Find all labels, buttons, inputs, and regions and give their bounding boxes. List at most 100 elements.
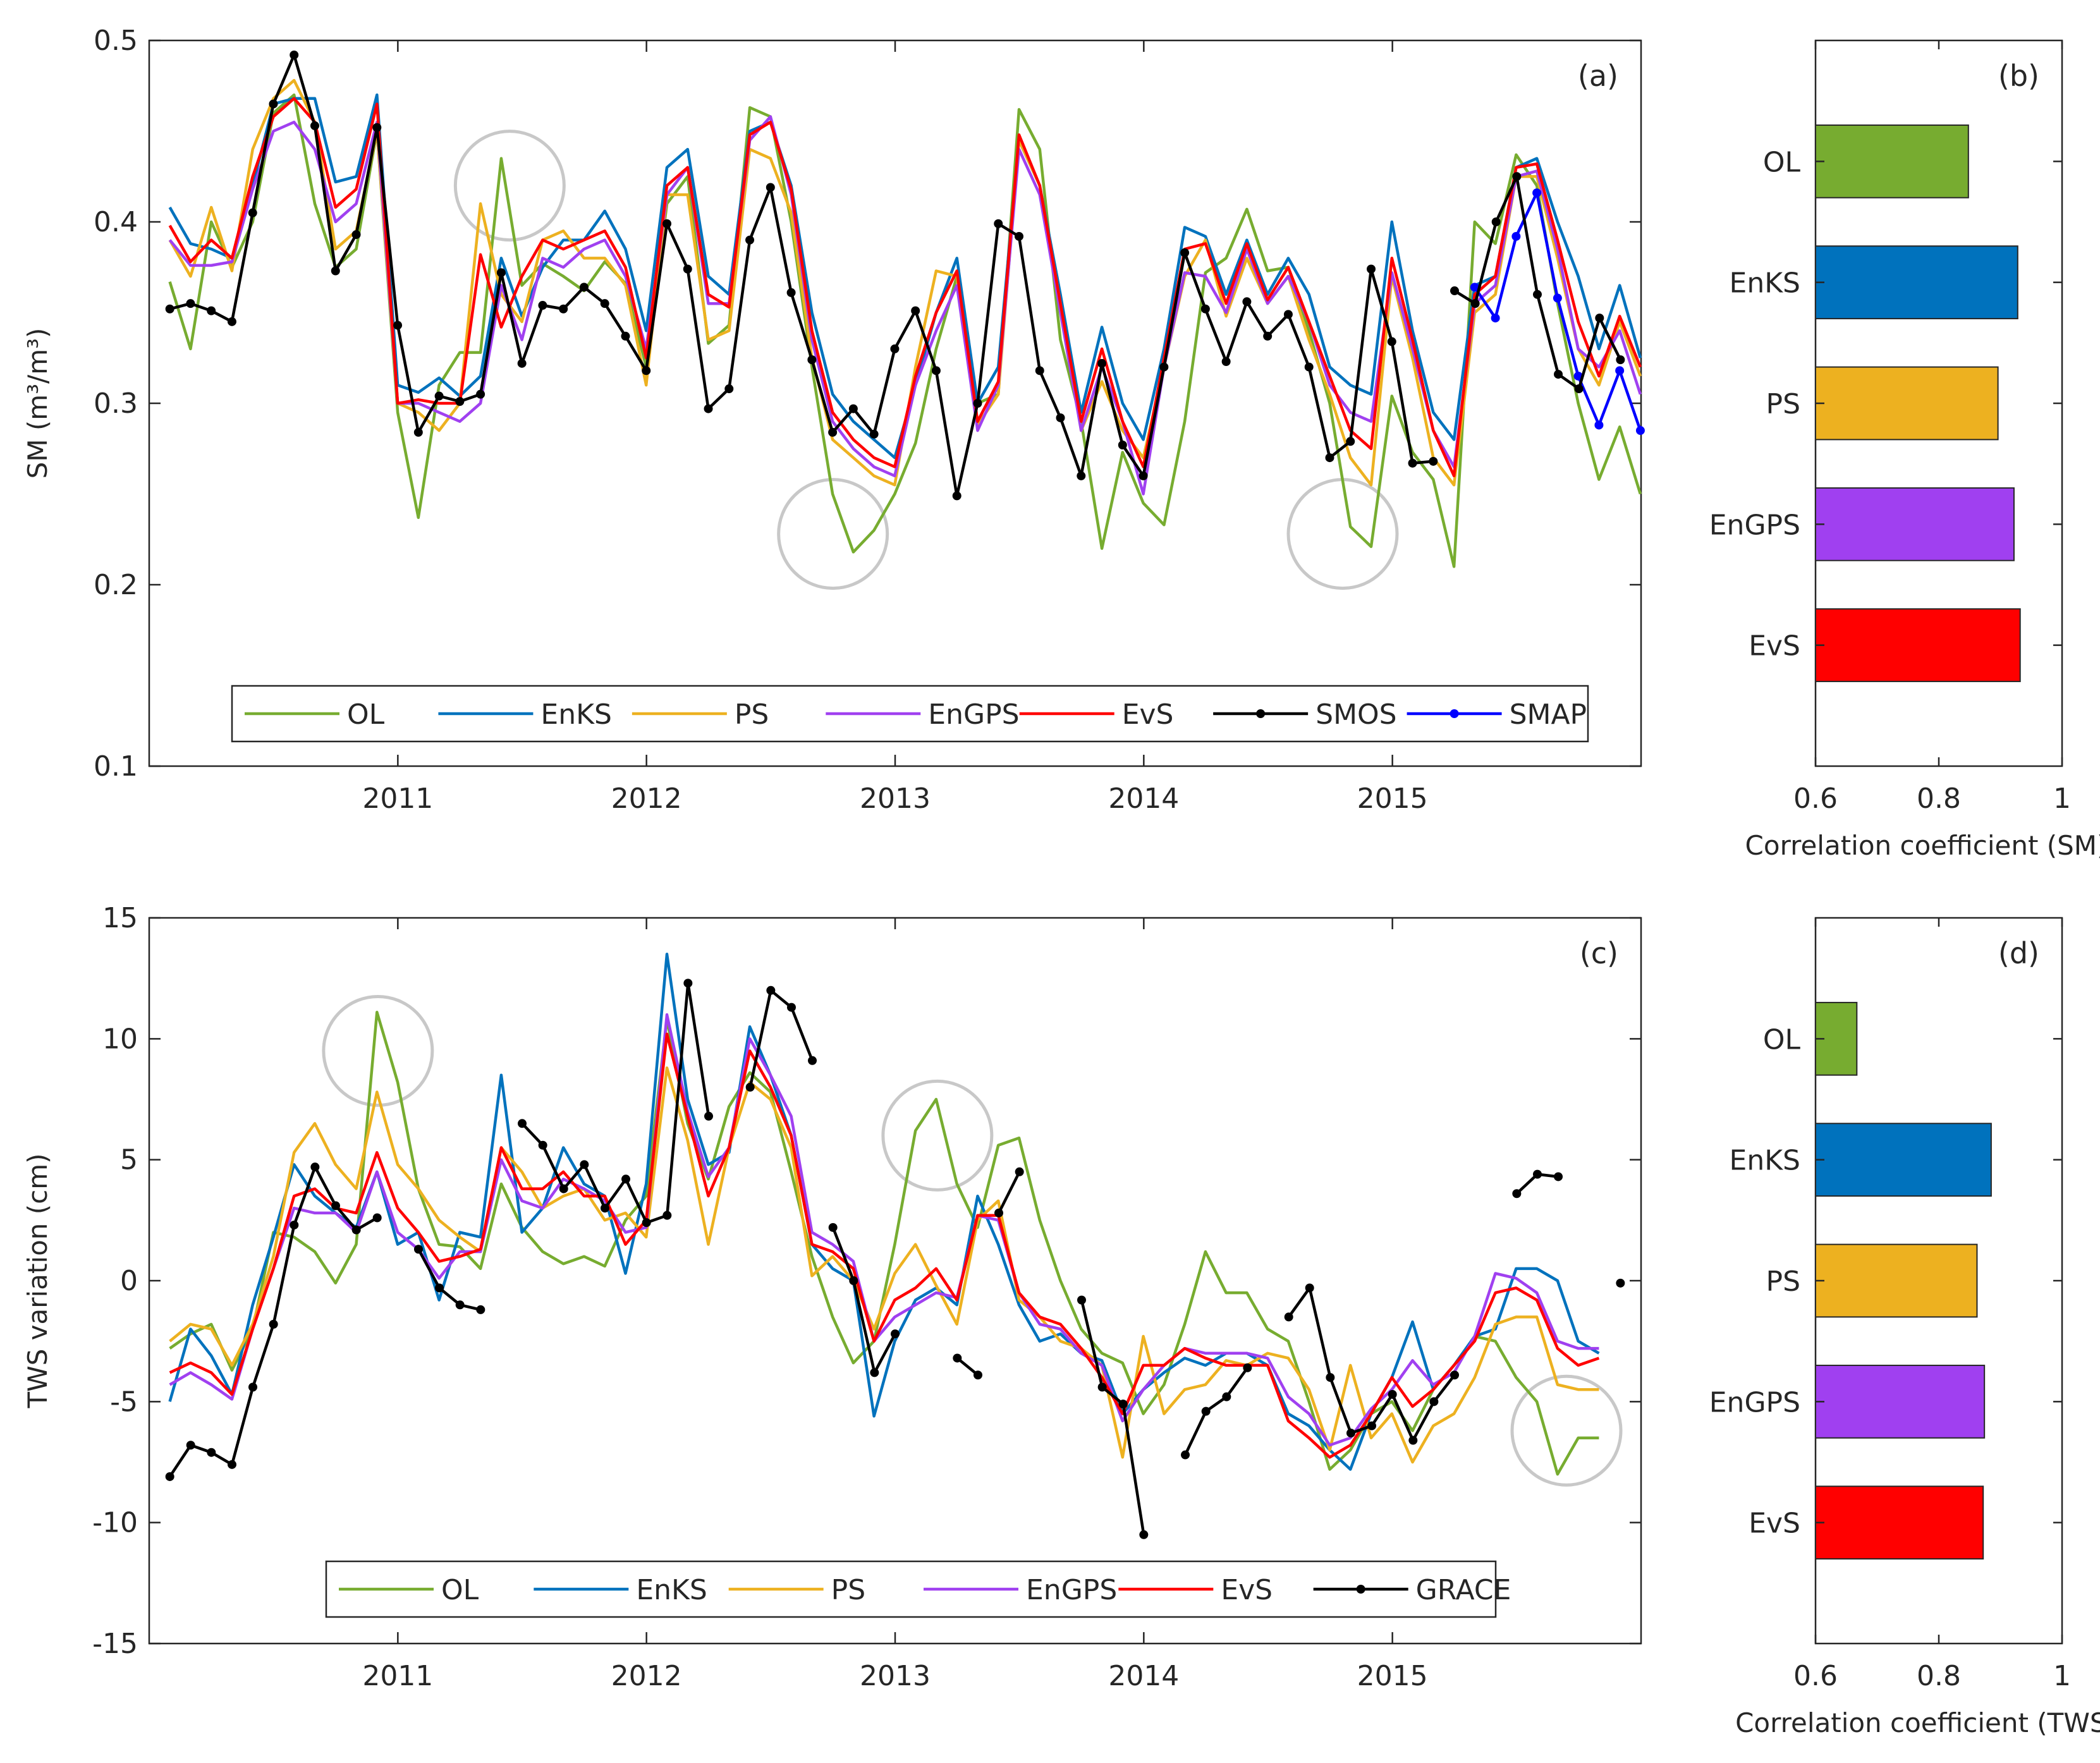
- y-tick-label: 10: [102, 1023, 138, 1055]
- series-marker-grace: [642, 1218, 651, 1228]
- series-marker-smos: [683, 264, 692, 274]
- series-marker-grace: [828, 1223, 838, 1232]
- series-marker-smos: [1470, 299, 1480, 308]
- bar-engps: [1815, 1364, 1986, 1439]
- series-marker-grace: [476, 1305, 485, 1314]
- series-marker-smos: [496, 268, 506, 278]
- series-marker-grace: [849, 1276, 858, 1285]
- legend-label-ol: OL: [441, 1574, 479, 1606]
- bar-ps: [1815, 366, 1999, 441]
- series-marker-smos: [1221, 357, 1231, 366]
- series-marker-smos: [1512, 172, 1522, 181]
- series-marker-smos: [455, 397, 465, 406]
- legend-box: [325, 1560, 1497, 1618]
- series-marker-smos: [351, 230, 361, 240]
- series-marker-smos: [559, 304, 568, 314]
- legend-label-ps: PS: [831, 1574, 865, 1606]
- bar-enks: [1815, 245, 2018, 320]
- category-label-engps: EnGPS: [1709, 509, 1800, 541]
- bar-enks: [1815, 1123, 1992, 1197]
- y-tick-label: -5: [110, 1386, 138, 1418]
- series-marker-grace: [580, 1160, 589, 1169]
- series-marker-grace: [973, 1370, 982, 1380]
- series-marker-smos: [538, 301, 547, 310]
- series-marker-grace: [1512, 1189, 1522, 1199]
- series-marker-grace: [269, 1319, 278, 1329]
- series-line-grace: [956, 1357, 979, 1376]
- series-line-grace: [831, 1226, 896, 1377]
- series-marker-smos: [331, 266, 340, 276]
- series-marker-grace: [1388, 1389, 1397, 1399]
- series-marker-smos: [1325, 453, 1334, 463]
- series-line-grace: [1183, 1367, 1249, 1456]
- series-marker-smos: [1200, 304, 1210, 314]
- series-marker-smos: [1263, 331, 1273, 341]
- category-label-ol: OL: [1763, 1023, 1801, 1056]
- panel-label: (c): [1580, 936, 1618, 970]
- legend-label-evs: EvS: [1122, 698, 1174, 731]
- series-marker-smos: [207, 306, 216, 315]
- highlight-circle: [322, 994, 434, 1107]
- series-marker-smos: [269, 99, 278, 109]
- series-line-enks: [168, 953, 1600, 1471]
- series-line-grace: [748, 987, 814, 1088]
- legend-label-ol: OL: [347, 698, 385, 731]
- series-marker-smos: [786, 288, 796, 297]
- series-line-grace: [997, 1171, 1021, 1214]
- series-marker-grace: [1326, 1373, 1335, 1382]
- series-marker-smap: [1511, 231, 1521, 241]
- series-marker-grace: [435, 1283, 444, 1293]
- bar-engps: [1815, 487, 2015, 561]
- series-marker-grace: [1532, 1169, 1542, 1179]
- x-axis-title: Correlation coefficient (SM): [1745, 830, 2100, 861]
- series-marker-smos: [931, 366, 941, 375]
- series-marker-smos: [724, 384, 734, 394]
- series-line-grace: [417, 1248, 481, 1312]
- series-marker-smos: [1035, 366, 1044, 375]
- series-marker-grace: [1346, 1429, 1355, 1438]
- series-line-ps: [169, 1066, 1599, 1464]
- series-marker-grace: [1097, 1382, 1107, 1392]
- series-marker-smos: [476, 389, 485, 399]
- series-marker-smos: [662, 219, 671, 228]
- series-marker-smos: [517, 358, 527, 368]
- series-marker-smos: [1139, 471, 1148, 480]
- series-marker-grace: [227, 1460, 236, 1469]
- series-marker-grace: [662, 1211, 672, 1220]
- series-marker-grace: [1450, 1370, 1459, 1380]
- series-marker-grace: [1118, 1400, 1128, 1409]
- series-marker-smos: [1346, 437, 1355, 446]
- y-tick-label: -15: [92, 1628, 138, 1660]
- series-marker-smos: [165, 304, 174, 314]
- series-marker-smap: [1615, 366, 1625, 375]
- series-marker-smos: [911, 306, 920, 315]
- series-marker-smos: [994, 219, 1003, 228]
- series-marker-smos: [973, 399, 982, 408]
- series-line-engps: [168, 115, 1642, 496]
- legend-label-grace: GRACE: [1416, 1574, 1511, 1606]
- series-marker-grace: [766, 985, 776, 995]
- y-tick-label: 0.2: [94, 569, 138, 601]
- x-tick-label: 2013: [860, 783, 931, 815]
- x-tick-label: 2015: [1357, 1660, 1428, 1692]
- y-tick-label: 0: [120, 1265, 138, 1297]
- series-marker-grace: [786, 1003, 796, 1012]
- series-marker-smap: [1470, 283, 1479, 292]
- series-marker-grace: [1554, 1172, 1563, 1181]
- series-marker-grace: [621, 1174, 631, 1184]
- series-marker-smos: [1616, 355, 1625, 365]
- series-marker-smap: [1553, 293, 1562, 303]
- series-marker-smos: [890, 344, 900, 353]
- series-line-engps: [169, 1013, 1599, 1447]
- x-tick-label: 2014: [1108, 783, 1179, 815]
- x-tick-label: 2011: [362, 783, 433, 815]
- series-marker-smos: [745, 235, 755, 245]
- highlight-circle: [453, 130, 566, 242]
- series-marker-grace: [559, 1184, 568, 1193]
- series-marker-smos: [393, 320, 403, 330]
- series-marker-smos: [1532, 290, 1542, 299]
- series-marker-grace: [1139, 1530, 1149, 1539]
- series-line-evs: [168, 97, 1642, 478]
- series-marker-grace: [538, 1140, 547, 1150]
- panel-label: (d): [1998, 936, 2039, 970]
